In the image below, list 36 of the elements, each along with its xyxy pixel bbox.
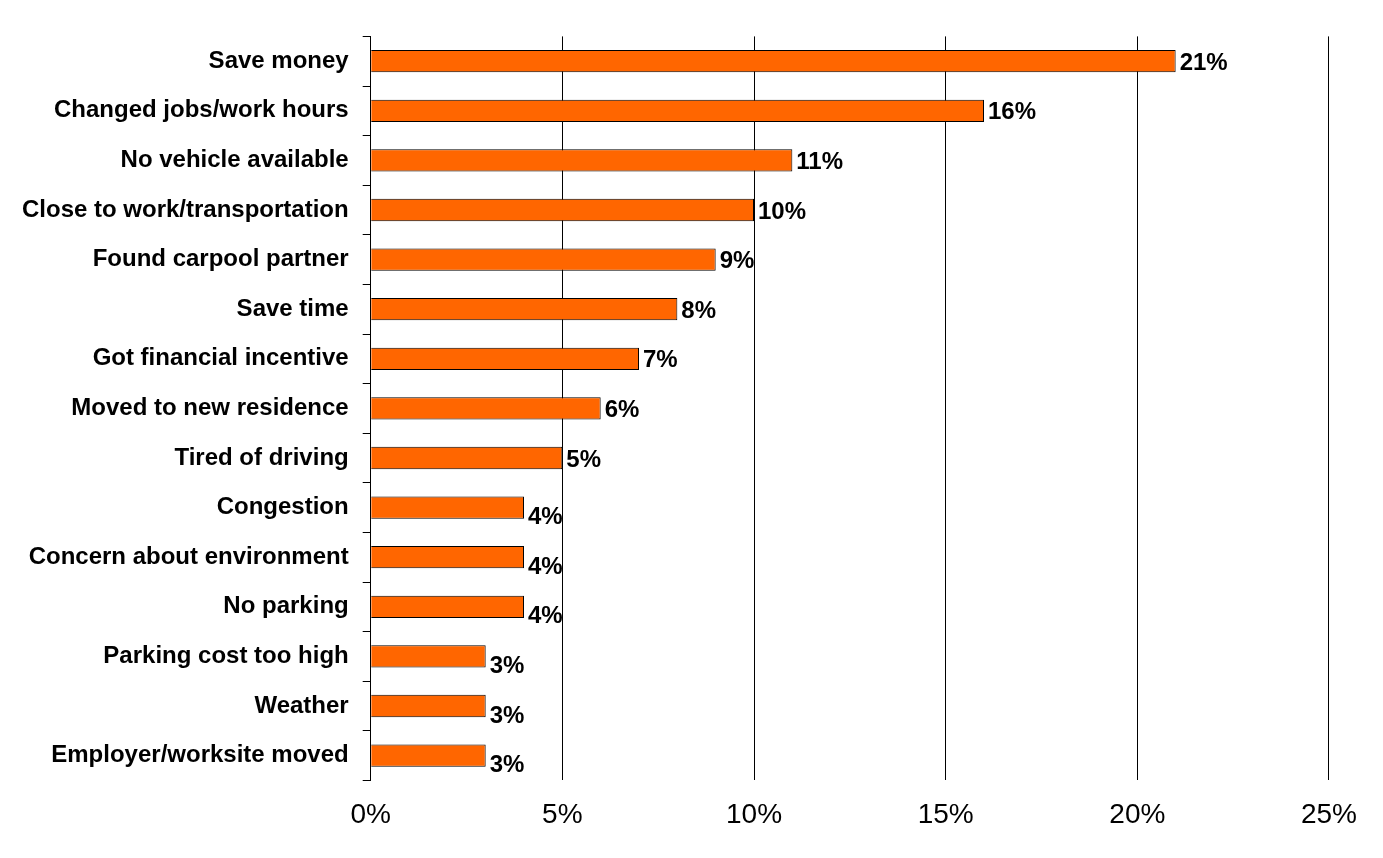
data-label: 9% — [719, 246, 755, 274]
y-tick-label: Congestion — [216, 492, 349, 520]
y-tick-label: Moved to new residence — [71, 393, 349, 421]
data-label: 4% — [528, 502, 563, 530]
y-tick-label: Got financial incentive — [92, 343, 349, 371]
data-label: 7% — [643, 345, 678, 373]
x-tick-label: 20% — [1109, 797, 1166, 829]
y-tick-label: Tired of driving — [174, 442, 349, 470]
y-tick-label: Save time — [236, 293, 349, 321]
y-tick-label: Concern about environment — [28, 541, 349, 569]
y-tick-label: Employer/worksite moved — [51, 740, 349, 768]
y-tick-label: Changed jobs/work hours — [53, 95, 349, 123]
data-label: 3% — [489, 651, 525, 679]
data-label: 5% — [566, 444, 602, 472]
data-label: 21% — [1179, 47, 1228, 75]
x-tick-label: 10% — [725, 797, 783, 829]
data-label: 3% — [489, 700, 525, 728]
x-tick-label: 0% — [350, 797, 391, 829]
x-tick-label: 5% — [542, 797, 583, 829]
y-tick-label: Parking cost too high — [103, 641, 349, 669]
data-label: 16% — [988, 97, 1037, 125]
data-label: 3% — [489, 750, 525, 778]
y-tick-label: No vehicle available — [120, 145, 349, 173]
data-label: 8% — [681, 295, 717, 323]
data-label: 11% — [796, 147, 844, 175]
data-label: 4% — [528, 601, 563, 629]
data-label: 10% — [758, 196, 807, 224]
data-label: 6% — [604, 395, 640, 423]
x-tick-label: 15% — [917, 797, 974, 829]
data-label: 4% — [528, 551, 563, 579]
y-tick-label: Weather — [254, 690, 349, 718]
y-tick-label: Close to work/transportation — [21, 194, 349, 222]
x-tick-label: 25% — [1300, 797, 1357, 829]
y-tick-label: Found carpool partner — [92, 244, 349, 272]
y-tick-label: Save money — [208, 45, 350, 73]
y-tick-label: No parking — [223, 591, 349, 619]
